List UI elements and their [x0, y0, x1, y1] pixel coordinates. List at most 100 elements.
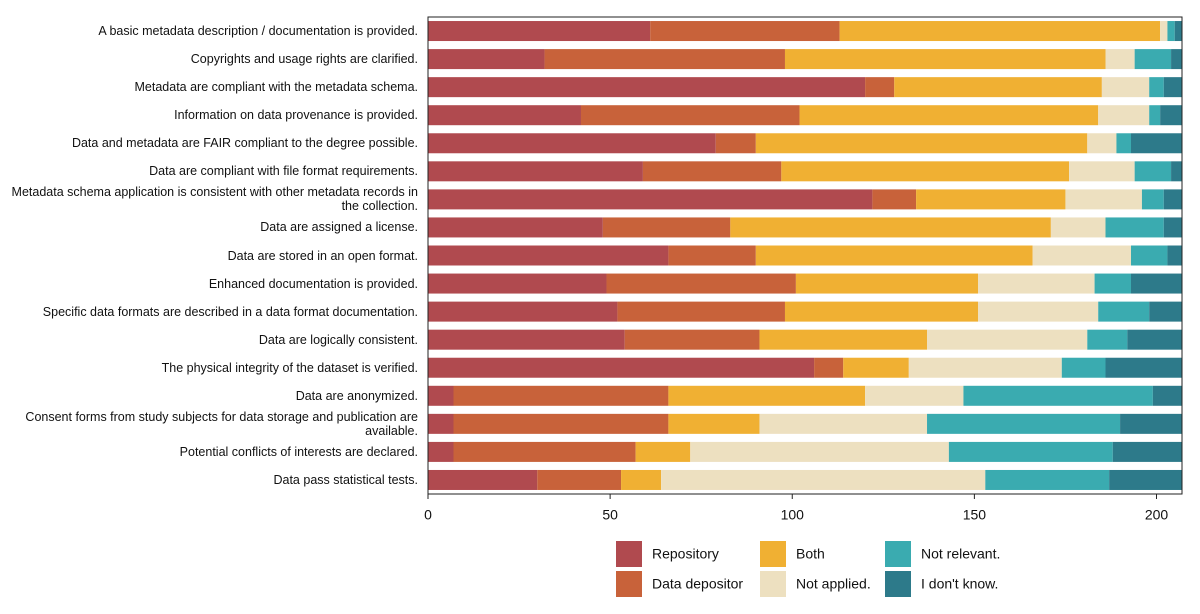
bar-segment	[759, 413, 928, 434]
category-label: Data are assigned a license.	[260, 220, 418, 235]
bar-segment	[453, 385, 669, 406]
bar-segment	[1131, 133, 1182, 154]
x-tick-label: 200	[1145, 507, 1169, 523]
category-label: Data are stored in an open format.	[227, 248, 418, 263]
bar-segment	[668, 385, 866, 406]
bar-segment	[428, 273, 607, 294]
bar-segment	[1050, 217, 1106, 238]
bar-segment	[428, 385, 454, 406]
bar-segment	[1163, 189, 1182, 210]
bar-segment	[784, 49, 1106, 70]
bar-segment	[580, 105, 800, 126]
legend-swatch	[885, 541, 911, 567]
bar-segment	[1112, 441, 1182, 462]
bar-segment	[544, 49, 785, 70]
bar-segment	[1127, 329, 1182, 350]
bar-segment	[617, 301, 785, 322]
bar-segment	[1098, 301, 1150, 322]
bar-segment	[784, 301, 979, 322]
bar-segment	[1134, 49, 1172, 70]
bar-segment	[635, 441, 691, 462]
bar-segment	[1141, 189, 1164, 210]
bar-segment	[1160, 21, 1168, 42]
bar-segment	[428, 357, 815, 378]
bar-segment	[428, 301, 618, 322]
legend-label: Both	[796, 546, 825, 562]
bar-segment	[1087, 133, 1117, 154]
bar-segment	[894, 77, 1102, 98]
bar-segment	[606, 273, 796, 294]
legend-swatch	[760, 571, 786, 597]
bar-segment	[1065, 189, 1142, 210]
legend-label: Repository	[652, 546, 719, 562]
bar-segment	[1116, 133, 1132, 154]
bar-segment	[799, 105, 1099, 126]
legend-label: Data depositor	[652, 576, 743, 592]
category-label: Information on data provenance is provid…	[174, 108, 418, 123]
legend-swatch	[885, 571, 911, 597]
bar-segment	[1109, 469, 1182, 490]
bar-segment	[1149, 105, 1161, 126]
bar-segment	[1171, 161, 1182, 182]
x-tick-label: 100	[781, 507, 805, 523]
bar-segment	[795, 273, 979, 294]
bar-segment	[1163, 77, 1182, 98]
bar-segment	[865, 385, 964, 406]
category-label: Copyrights and usage rights are clarifie…	[190, 52, 418, 67]
bar-segment	[1174, 21, 1182, 42]
bar-segment	[1120, 413, 1182, 434]
category-label: Data are compliant with file format requ…	[149, 164, 418, 179]
bar-segment	[428, 245, 669, 266]
bar-segment	[908, 357, 1062, 378]
bar-segment	[428, 77, 866, 98]
bar-segment	[1094, 273, 1132, 294]
bar-segment	[759, 329, 928, 350]
category-label: Enhanced documentation is provided.	[208, 276, 418, 291]
bar-segment	[1167, 245, 1182, 266]
bar-segment	[1131, 245, 1168, 266]
x-tick-label: 50	[602, 507, 618, 523]
bar-segment	[661, 469, 986, 490]
bar-segment	[843, 357, 909, 378]
bar-segment	[428, 161, 643, 182]
bar-segment	[730, 217, 1051, 238]
bar-segment	[948, 441, 1113, 462]
bar-segment	[1160, 105, 1182, 126]
bar-segment	[428, 441, 454, 462]
category-label: Specific data formats are described in a…	[42, 304, 418, 319]
bar-segment	[428, 189, 873, 210]
bar-segment	[428, 49, 545, 70]
bar-segment	[1098, 105, 1150, 126]
category-label: Metadata schema application is consisten…	[11, 185, 418, 214]
bar-segment	[715, 133, 756, 154]
bar-segment	[453, 441, 636, 462]
legend-label: Not applied.	[796, 576, 871, 592]
bar-segment	[978, 273, 1095, 294]
bar-segment	[428, 413, 454, 434]
category-label: Data are anonymized.	[295, 388, 418, 403]
bar-segment	[781, 161, 1070, 182]
legend-swatch	[616, 541, 642, 567]
bar-segment	[428, 133, 716, 154]
bar-segment	[428, 469, 538, 490]
bar-segment	[1149, 301, 1182, 322]
bar-segment	[1061, 357, 1106, 378]
bar-segment	[872, 189, 917, 210]
bar-segment	[537, 469, 622, 490]
bar-segment	[668, 413, 760, 434]
legend-label: I don't know.	[921, 576, 998, 592]
category-label: Data pass statistical tests.	[273, 472, 418, 487]
legend-swatch	[616, 571, 642, 597]
bar-segment	[814, 357, 844, 378]
bar-segment	[690, 441, 949, 462]
bar-segment	[428, 21, 651, 42]
bar-segment	[1171, 49, 1182, 70]
bar-segment	[1134, 161, 1172, 182]
bar-segment	[1163, 217, 1182, 238]
category-label: Data and metadata are FAIR compliant to …	[71, 136, 418, 151]
bar-segment	[428, 217, 603, 238]
x-tick-label: 150	[963, 507, 987, 523]
category-label: The physical integrity of the dataset is…	[161, 360, 418, 375]
bar-segment	[985, 469, 1110, 490]
